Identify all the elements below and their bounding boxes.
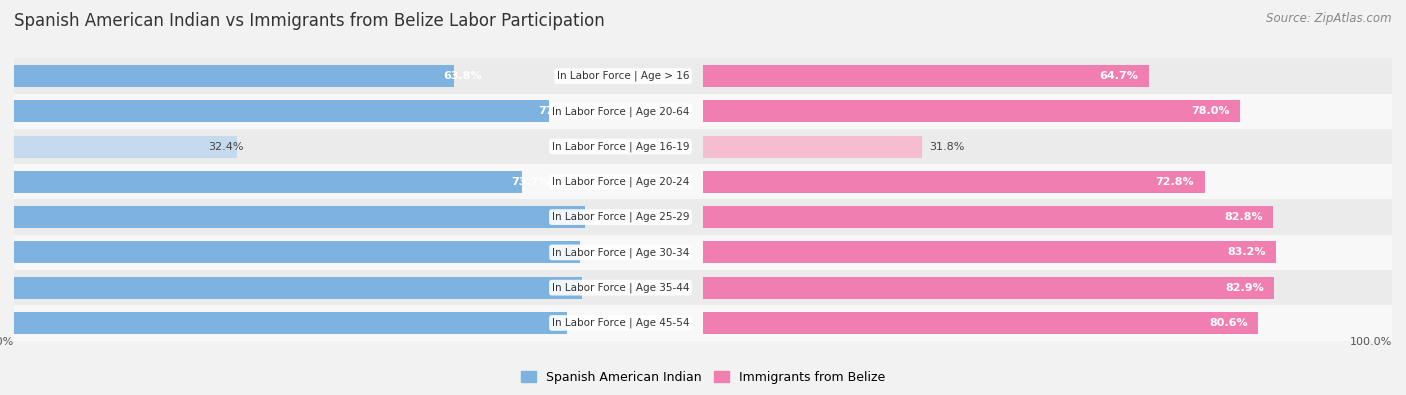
- Text: 82.9%: 82.9%: [575, 212, 613, 222]
- Bar: [14, 206, 585, 228]
- Bar: [14, 135, 238, 158]
- Text: 72.8%: 72.8%: [1156, 177, 1194, 187]
- Text: 77.6%: 77.6%: [538, 106, 576, 116]
- Text: 32.4%: 32.4%: [208, 141, 245, 152]
- Text: 82.5%: 82.5%: [572, 283, 610, 293]
- Text: 31.8%: 31.8%: [929, 141, 965, 152]
- Bar: [703, 65, 1149, 87]
- Text: In Labor Force | Age 35-44: In Labor Force | Age 35-44: [551, 282, 689, 293]
- Text: 80.6%: 80.6%: [1209, 318, 1249, 328]
- Bar: [703, 206, 1274, 228]
- Bar: [703, 164, 1392, 199]
- Bar: [703, 270, 1392, 305]
- Text: Spanish American Indian vs Immigrants from Belize Labor Participation: Spanish American Indian vs Immigrants fr…: [14, 12, 605, 30]
- Text: 80.2%: 80.2%: [557, 318, 595, 328]
- Text: 73.7%: 73.7%: [512, 177, 550, 187]
- Text: 82.2%: 82.2%: [569, 247, 609, 258]
- Bar: [703, 171, 1205, 193]
- Text: 83.2%: 83.2%: [1227, 247, 1265, 258]
- Text: In Labor Force | Age 45-54: In Labor Force | Age 45-54: [551, 318, 689, 328]
- Text: 100.0%: 100.0%: [0, 337, 14, 347]
- Text: In Labor Force | Age 16-19: In Labor Force | Age 16-19: [551, 141, 689, 152]
- Bar: [703, 241, 1277, 263]
- Bar: [14, 65, 454, 87]
- Bar: [703, 129, 1392, 164]
- Bar: [14, 235, 703, 270]
- Text: In Labor Force | Age 20-64: In Labor Force | Age 20-64: [551, 106, 689, 117]
- Legend: Spanish American Indian, Immigrants from Belize: Spanish American Indian, Immigrants from…: [516, 366, 890, 389]
- Text: In Labor Force | Age 25-29: In Labor Force | Age 25-29: [551, 212, 689, 222]
- Bar: [14, 270, 703, 305]
- Bar: [14, 94, 703, 129]
- Bar: [14, 58, 703, 94]
- Text: 82.8%: 82.8%: [1225, 212, 1263, 222]
- Bar: [14, 312, 567, 334]
- Bar: [703, 100, 1240, 122]
- Text: 100.0%: 100.0%: [1350, 337, 1392, 347]
- Bar: [703, 305, 1392, 340]
- Bar: [14, 305, 703, 340]
- Bar: [14, 199, 703, 235]
- Bar: [14, 129, 703, 164]
- Text: 63.8%: 63.8%: [443, 71, 482, 81]
- Text: Source: ZipAtlas.com: Source: ZipAtlas.com: [1267, 12, 1392, 25]
- Text: 78.0%: 78.0%: [1191, 106, 1230, 116]
- Text: In Labor Force | Age 20-24: In Labor Force | Age 20-24: [551, 177, 689, 187]
- Text: 82.9%: 82.9%: [1225, 283, 1264, 293]
- Bar: [703, 94, 1392, 129]
- Bar: [14, 100, 548, 122]
- Bar: [14, 277, 582, 299]
- Bar: [703, 277, 1274, 299]
- Bar: [703, 235, 1392, 270]
- Bar: [14, 164, 703, 199]
- Text: 64.7%: 64.7%: [1099, 71, 1139, 81]
- Bar: [703, 312, 1258, 334]
- Bar: [14, 241, 581, 263]
- Bar: [703, 58, 1392, 94]
- Bar: [14, 171, 522, 193]
- Bar: [703, 199, 1392, 235]
- Text: In Labor Force | Age 30-34: In Labor Force | Age 30-34: [551, 247, 689, 258]
- Text: In Labor Force | Age > 16: In Labor Force | Age > 16: [557, 71, 689, 81]
- Bar: [703, 135, 922, 158]
